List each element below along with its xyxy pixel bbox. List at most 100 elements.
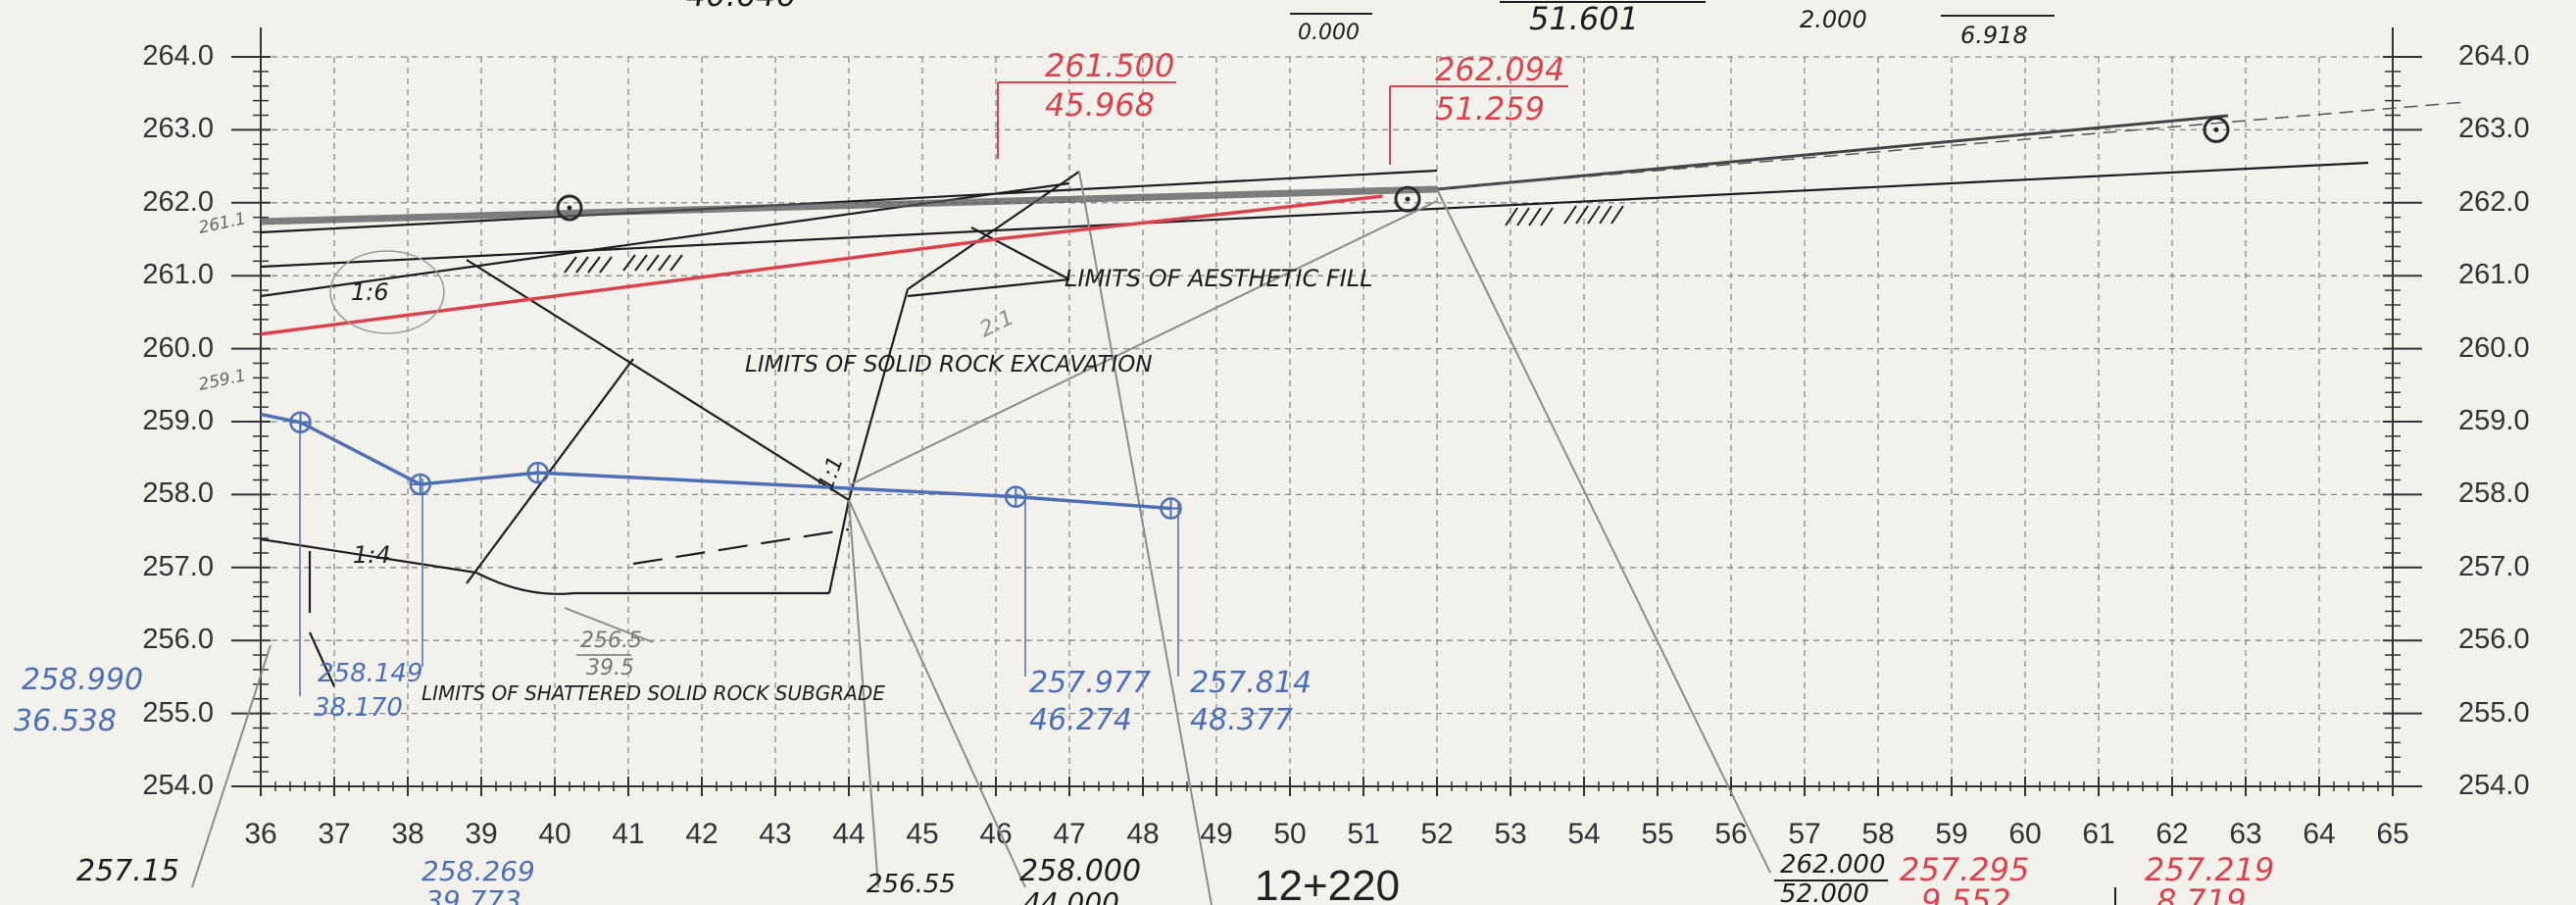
series-point: [1394, 185, 1421, 213]
plot-grid: [260, 56, 2394, 787]
x-tick-label: 47: [1053, 818, 1085, 850]
blue-callout-38-170: 258.149 38.170: [314, 478, 423, 723]
series-point: [556, 194, 583, 222]
x-tick-label: 62: [2155, 818, 2188, 850]
y-tick-label: 261.0: [2458, 259, 2530, 290]
shattered-subgrade-note: LIMITS OF SHATTERED SOLID ROCK SUBGRADE: [421, 681, 885, 705]
x-tick-label: 38: [391, 818, 423, 850]
blue-callout-offset: 38.170: [314, 693, 403, 723]
top-edge-values: 40.646 0.000 51.601 2.000 6.918: [686, 0, 2055, 49]
y-tick-label: 260.0: [142, 332, 214, 364]
pencil-leaders: [191, 171, 1771, 905]
aesthetic-fill-leader: [907, 277, 1070, 298]
x-tick-label: 51: [1347, 818, 1379, 850]
bottom-value: 262.000: [1780, 850, 1886, 880]
x-tick-label: 48: [1126, 818, 1159, 850]
y-tick-label: 256.0: [2458, 624, 2530, 655]
y-tick-label: 254.0: [142, 770, 214, 801]
series-point-center: [2213, 126, 2219, 132]
bottom-value: 258.000: [1019, 854, 1141, 888]
upper-grade-line: [260, 169, 1438, 234]
x-tick-label: 36: [244, 818, 276, 850]
blue-callout-offset: 46.274: [1029, 703, 1132, 737]
blue-callouts: 258.990 36.538 258.149 38.170 257.977 46…: [14, 420, 1312, 738]
blue-callout-36-538: 258.990 36.538: [14, 420, 301, 738]
y-axis-right: 254.0 255.0 256.0 257.0 258.0 259.0 260.…: [2458, 40, 2530, 801]
aesthetic-fill-note: LIMITS OF AESTHETIC FILL: [1065, 265, 1373, 292]
blue-callout-48-377: 257.814 48.377: [1177, 502, 1312, 737]
pencil-value: 256.5: [580, 628, 642, 653]
x-tick-label: 58: [1861, 818, 1894, 850]
y-tick-label: 255.0: [142, 697, 214, 729]
x-tick-label: 64: [2303, 818, 2335, 850]
bottom-value: 52.000: [1780, 880, 1869, 905]
y-tick-label: 262.0: [142, 186, 214, 218]
original-ground-pencil: [260, 101, 2467, 486]
y-tick-label: 259.0: [2458, 405, 2530, 436]
y-axis-left: 254.0 255.0 256.0 257.0 258.0 259.0 260.…: [142, 40, 214, 801]
blue-callout-elevation: 257.977: [1029, 666, 1151, 700]
shattered-subgrade-dashed: [632, 528, 850, 566]
x-tick-label: 49: [1200, 818, 1232, 850]
ground-slope-1-4: [260, 537, 477, 575]
bottom-value: 44.000: [1023, 886, 1119, 905]
bottom-value: 257.15: [76, 854, 179, 888]
blue-callout-offset: 36.538: [14, 704, 117, 738]
y-tick-label: 260.0: [2458, 332, 2530, 364]
red-callout-elevation: 262.094: [1435, 51, 1564, 88]
y-tick-label: 261.0: [142, 259, 214, 290]
x-tick-label: 55: [1641, 818, 1673, 850]
leader-pencil-256-5: [564, 607, 654, 643]
x-tick-label: 54: [1567, 818, 1600, 850]
x-tick-label: 65: [2376, 818, 2408, 850]
series-point-center: [567, 205, 572, 211]
leader-12-220: [1078, 171, 1213, 905]
y-tick-label: 264.0: [142, 40, 214, 72]
x-tick-label: 59: [1935, 818, 1967, 850]
x-tick-label: 52: [1420, 818, 1453, 850]
y-tick-label: 255.0: [2458, 697, 2530, 729]
leader-258-000: [848, 499, 1026, 888]
y-tick-label: 257.0: [2458, 551, 2530, 582]
fill-toe-line: [907, 171, 1080, 290]
top-value: 0.000: [1298, 21, 1360, 45]
x-tick-label: 57: [1788, 818, 1820, 850]
design-linework: [260, 161, 2369, 687]
x-axis: 36 37 38 39 40 41 42 43 44 45 46 47 48 4…: [244, 818, 2408, 850]
x-tick-label: 40: [538, 818, 570, 850]
y-tick-label: 258.0: [142, 478, 214, 509]
blue-callout-46-274: 257.977 46.274: [1024, 495, 1151, 737]
y-tick-label: 262.0: [2458, 186, 2530, 218]
x-tick-label: 50: [1273, 818, 1306, 850]
bottom-value: 9.552: [1921, 882, 2011, 905]
hatch-right: [1505, 205, 1624, 226]
x-tick-label: 60: [2008, 818, 2041, 850]
red-callouts: 261.500 45.968 262.094 51.259: [997, 47, 1568, 165]
rock-face-1-1: [827, 499, 851, 594]
top-value: 40.646: [686, 0, 796, 14]
bottom-value: 256.55: [867, 870, 956, 899]
bottom-value: 258.269: [421, 855, 535, 887]
slope-circle: [329, 250, 445, 334]
leader-256-55: [848, 499, 879, 888]
slope-1-6-label: 1:6: [351, 278, 389, 306]
red-callout-offset: 45.968: [1045, 86, 1155, 124]
leader-257-15: [191, 644, 272, 888]
series-point-center: [1405, 196, 1411, 202]
bottom-value: 257.219: [2145, 851, 2274, 888]
top-value: 51.601: [1529, 0, 1639, 37]
blue-callout-elevation: 258.149: [318, 659, 423, 688]
x-tick-label: 63: [2229, 818, 2261, 850]
x-tick-label: 44: [832, 818, 865, 850]
x-tick-label: 61: [2082, 818, 2114, 850]
x-tick-label: 37: [318, 818, 350, 850]
blue-callout-elevation: 258.990: [22, 663, 143, 697]
x-tick-label: 56: [1714, 818, 1747, 850]
red-callout-elevation: 261.500: [1045, 47, 1174, 84]
bottom-values: 257.15 258.269 39.773 256.55 258.000 44.…: [76, 628, 2274, 905]
y-tick-label: 256.0: [142, 624, 214, 655]
x-tick-label: 41: [612, 818, 644, 850]
y-tick-label: 254.0: [2458, 770, 2530, 801]
hatching: [564, 205, 1624, 274]
